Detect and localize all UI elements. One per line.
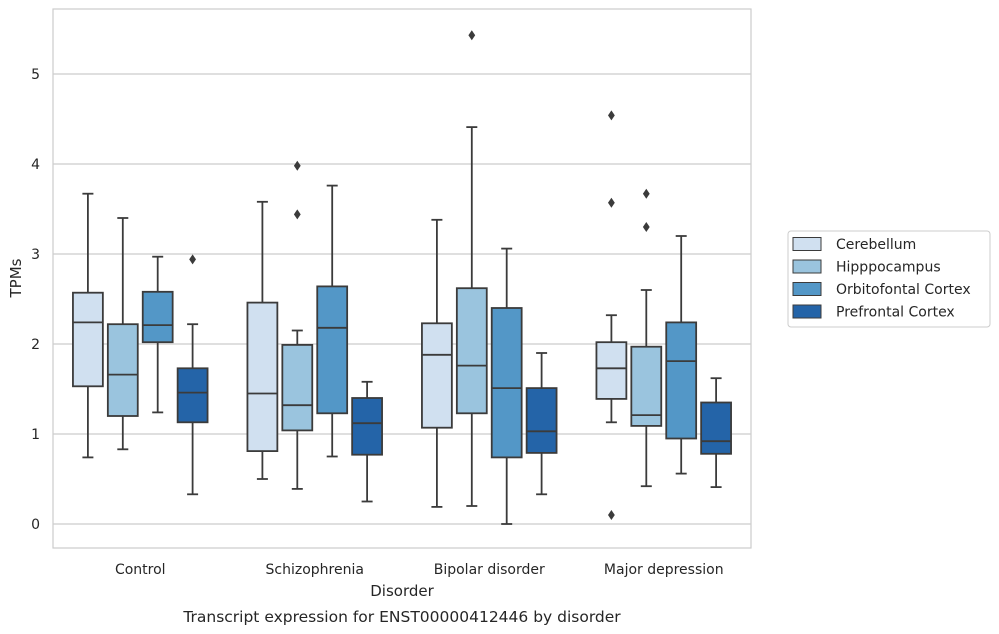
x-axis-title: Disorder <box>370 582 434 600</box>
box-plots <box>72 30 732 525</box>
box <box>525 387 558 454</box>
box <box>281 343 314 432</box>
x-tick-labels: Control Schizophrenia Bipolar disorder Majo… <box>115 562 724 578</box>
legend-label: Cerebellum <box>836 237 916 253</box>
outlier-point <box>608 197 615 208</box>
box-plot <box>455 30 488 507</box>
box <box>176 367 209 424</box>
legend-label: Hipppocampus <box>836 260 941 276</box>
box <box>351 397 383 456</box>
box <box>421 322 453 429</box>
box-plot <box>176 254 209 496</box>
box-plot <box>525 352 558 496</box>
box <box>455 287 488 415</box>
outlier-point <box>608 110 615 121</box>
box-plot <box>316 184 349 458</box>
figure-caption: Transcript expression for ENST0000041244… <box>182 608 621 626</box>
legend-item: Hipppocampus <box>792 259 941 276</box>
outlier-point <box>608 510 615 520</box>
box-plot <box>281 160 314 490</box>
box-plot <box>72 192 104 459</box>
legend-swatch <box>792 282 822 296</box>
y-tick-label: 2 <box>31 337 40 353</box>
box <box>72 291 104 388</box>
box <box>246 301 279 453</box>
outlier-point <box>189 254 196 265</box>
legend-item: Cerebellum <box>792 237 916 253</box>
box-plot <box>490 247 523 525</box>
legend-item: Orbitofontal Cortex <box>792 282 971 298</box>
legend-swatch <box>792 304 822 319</box>
outlier-point <box>293 209 301 220</box>
box-plot <box>106 217 139 451</box>
y-tick-labels: 0 1 2 3 4 5 <box>31 67 40 533</box>
legend-swatch <box>792 259 822 274</box>
box <box>630 345 663 427</box>
outlier-point <box>642 222 650 232</box>
x-tick-label: Schizophrenia <box>266 562 364 578</box>
plot-frame <box>52 8 752 549</box>
box-plot <box>630 188 663 488</box>
x-tick-label: Control <box>115 562 166 578</box>
box-plot <box>665 235 698 475</box>
box-plot <box>421 218 453 508</box>
box-plot <box>141 255 174 414</box>
y-tick-label: 0 <box>31 517 40 533</box>
box-plot <box>700 377 732 489</box>
outlier-point <box>468 30 476 41</box>
gridlines <box>53 73 751 525</box>
box <box>490 307 523 459</box>
legend: Cerebellum Hipppocampus Orbitofontal Corte… <box>787 230 991 328</box>
legend-frame <box>787 230 991 328</box>
box <box>665 321 698 440</box>
y-tick-label: 3 <box>31 247 40 263</box>
box-plot <box>351 380 383 503</box>
box <box>595 341 628 400</box>
y-tick-label: 5 <box>31 67 40 83</box>
outlier-point <box>642 188 650 199</box>
box-plot <box>595 110 628 520</box>
box-plot <box>246 200 279 480</box>
box <box>141 290 174 344</box>
legend-label: Orbitofontal Cortex <box>836 282 971 298</box>
box <box>700 401 732 455</box>
box <box>106 323 139 417</box>
x-tick-label: Bipolar disorder <box>434 562 545 578</box>
x-tick-label: Major depression <box>604 562 724 578</box>
outlier-point <box>293 160 301 171</box>
y-tick-label: 1 <box>31 427 40 443</box>
y-axis-title: TPMs <box>7 258 25 298</box>
legend-swatch <box>792 237 822 251</box>
legend-label: Prefrontal Cortex <box>836 305 955 321</box>
box <box>316 285 349 415</box>
y-tick-label: 4 <box>31 157 40 173</box>
legend-item: Prefrontal Cortex <box>792 304 955 321</box>
